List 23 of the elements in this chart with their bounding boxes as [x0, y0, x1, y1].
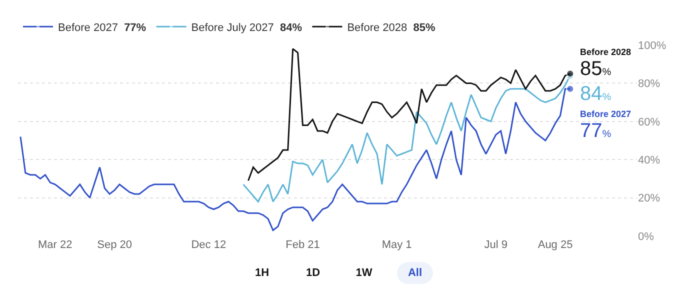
- data-label: 84%: [580, 83, 612, 105]
- data-label: Before 2028 85%: [580, 47, 632, 80]
- x-tick-label: May 1: [382, 239, 412, 251]
- x-tick-label: Mar 22: [38, 239, 72, 251]
- y-tick-label: 0%: [638, 230, 654, 243]
- y-tick-label: 100%: [638, 40, 666, 52]
- text: 1H: [254, 266, 270, 281]
- y-tick-label: 20%: [638, 192, 660, 205]
- legend-label: Before July 2027 84%: [191, 22, 302, 34]
- y-tick-label: 40%: [638, 154, 660, 166]
- text: 1W: [354, 266, 374, 281]
- y-tick-label: 60%: [638, 116, 660, 128]
- x-tick-label: Aug 25: [538, 239, 573, 251]
- y-tick-label: 80%: [638, 78, 660, 90]
- text: All: [397, 262, 433, 284]
- text: 1D: [304, 266, 322, 281]
- x-tick-label: Sep 20: [97, 239, 132, 251]
- data-label: Before 2027 77%: [580, 109, 632, 142]
- legend-label: Before 2028 85%: [347, 22, 436, 34]
- x-tick-label: Feb 21: [286, 239, 320, 251]
- legend-label: Before 2027 77%: [58, 22, 146, 34]
- x-tick-label: Dec 12: [191, 239, 226, 251]
- x-tick-label: Jul 9: [484, 239, 508, 251]
